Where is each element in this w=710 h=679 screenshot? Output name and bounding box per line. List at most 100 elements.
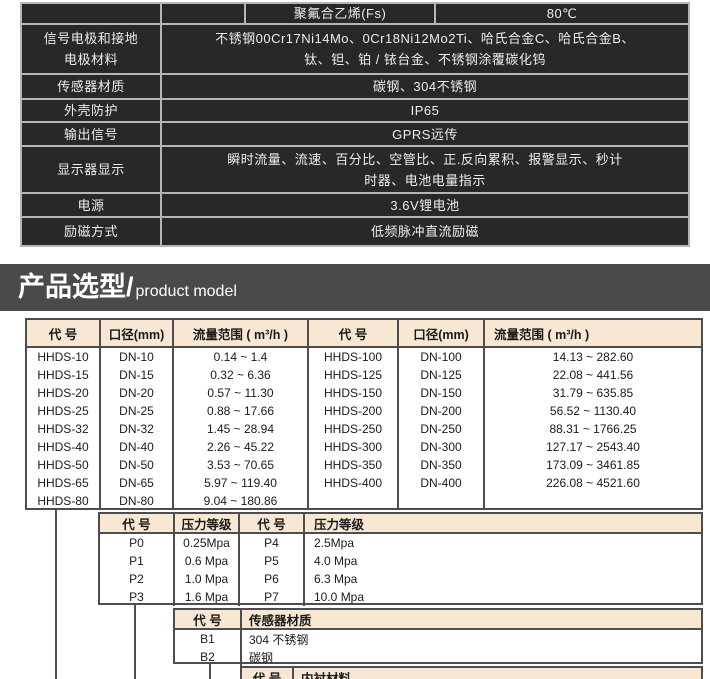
table-cell: P1 xyxy=(100,552,175,570)
spec-row-excitation: 励磁方式 低频脉冲直流励磁 xyxy=(22,218,688,245)
spec-lining-temp: 80℃ xyxy=(436,4,688,23)
spec-electrode-value-line2: 钛、钽、铂 / 铱台金、不锈钢涂覆碳化钨 xyxy=(304,52,546,67)
spec-electrode-label-line2: 电极材料 xyxy=(63,52,118,67)
banner-title-zh: 产品选型/ xyxy=(18,272,134,302)
table-cell: P3 xyxy=(100,588,175,606)
table-cell: 2.26 ~ 45.22 xyxy=(174,438,309,456)
table-cell: 0.32 ~ 6.36 xyxy=(174,366,309,384)
table-cell: DN-20 xyxy=(101,384,174,402)
spec-table: 聚氟合乙烯(Fs) 80℃ 信号电极和接地 电极材料 不锈钢00Cr17Ni14… xyxy=(20,2,690,247)
table-cell: P7 xyxy=(240,588,305,606)
table-cell: DN-80 xyxy=(101,492,174,510)
table-cell: HHDS-50 xyxy=(27,456,101,474)
spec-row-electrode: 信号电极和接地 电极材料 不锈钢00Cr17Ni14Mo、0Cr18Ni12Mo… xyxy=(22,25,688,73)
table-cell: 226.08 ~ 4521.60 xyxy=(546,476,640,490)
table-cell: HHDS-400 xyxy=(309,474,399,492)
table-cell: HHDS-65 xyxy=(27,474,101,492)
table-cell: DN-150 xyxy=(399,384,485,402)
table-cell: DN-400 xyxy=(399,474,485,492)
pressure-table: 代 号压力等级代 号压力等级 P0 0.25Mpa P4 2.5Mpa P1 0.6 Mpa… xyxy=(98,512,703,606)
column-header: 流量范围 ( m³/h ) xyxy=(174,320,309,346)
spec-excitation-label: 励磁方式 xyxy=(22,218,160,245)
table-cell: HHDS-15 xyxy=(27,366,101,384)
table-cell: DN-250 xyxy=(399,420,485,438)
spec-electrode-label-line1: 信号电极和接地 xyxy=(43,31,139,46)
spec-power-value: 3.6V锂电池 xyxy=(162,194,688,216)
column-header: 代 号 xyxy=(242,668,294,679)
table-cell: 1.6 Mpa xyxy=(175,588,240,606)
table-cell: P0 xyxy=(100,534,175,552)
table-cell: P4 xyxy=(240,534,305,552)
spec-sensor-label: 传感器材质 xyxy=(22,75,160,98)
spec-output-label: 输出信号 xyxy=(22,123,160,145)
spec-lining-material: 聚氟合乙烯(Fs) xyxy=(246,4,434,23)
column-header: 口径(mm) xyxy=(399,320,485,346)
spec-row-output: 输出信号 GPRS远传 xyxy=(22,123,688,145)
spec-housing-label: 外壳防护 xyxy=(22,100,160,121)
spec-lining-empty xyxy=(162,4,244,23)
table-cell: P5 xyxy=(240,552,305,570)
table-cell: 4.0 Mpa xyxy=(314,554,358,568)
column-header: 流量范围 ( m³/h ) xyxy=(494,327,590,342)
spec-lining-label xyxy=(22,4,160,23)
table-cell: HHDS-150 xyxy=(309,384,399,402)
column-header: 压力等级 xyxy=(175,514,240,532)
spec-row-power: 电源 3.6V锂电池 xyxy=(22,194,688,216)
table-cell: DN-350 xyxy=(399,456,485,474)
spec-row-display: 显示器显示 瞬时流量、流速、百分比、空管比、正.反向累积、报警显示、秒计 时器、… xyxy=(22,147,688,192)
table-cell xyxy=(399,492,485,510)
table-cell: DN-200 xyxy=(399,402,485,420)
column-header: 代 号 xyxy=(27,320,101,346)
table-cell: 5.97 ~ 119.40 xyxy=(174,474,309,492)
spec-electrode-value-line1: 不锈钢00Cr17Ni14Mo、0Cr18Ni12Mo2Ti、哈氏合金C、哈氏合… xyxy=(215,31,635,46)
table-cell: HHDS-25 xyxy=(27,402,101,420)
table-cell: B2 xyxy=(175,648,242,666)
table-cell: 14.13 ~ 282.60 xyxy=(552,350,634,364)
table-cell: 0.57 ~ 11.30 xyxy=(174,384,309,402)
column-header: 口径(mm) xyxy=(101,320,174,346)
model-table: 代 号口径(mm) 流量范围 ( m³/h ) 代 号口径(mm) 流量范围 ( m³… xyxy=(25,318,703,510)
column-header: 代 号 xyxy=(100,514,175,532)
table-cell: B1 xyxy=(175,630,242,648)
table-cell: HHDS-250 xyxy=(309,420,399,438)
table-cell: 22.08 ~ 441.56 xyxy=(552,368,634,382)
table-cell: HHDS-20 xyxy=(27,384,101,402)
table-cell: DN-32 xyxy=(101,420,174,438)
spec-housing-value: IP65 xyxy=(162,100,688,121)
table-cell: 0.25Mpa xyxy=(175,534,240,552)
table-cell: 碳钢 xyxy=(249,650,274,665)
spec-row-lining: 聚氟合乙烯(Fs) 80℃ xyxy=(22,4,688,23)
table-cell: HHDS-125 xyxy=(309,366,399,384)
section-banner: 产品选型/ product model xyxy=(0,264,710,311)
table-cell: 0.6 Mpa xyxy=(175,552,240,570)
dropline-pressure-code xyxy=(134,603,136,679)
table-cell: 304 不锈钢 xyxy=(249,632,309,647)
table-cell: P6 xyxy=(240,570,305,588)
table-cell: P2 xyxy=(100,570,175,588)
spec-power-label: 电源 xyxy=(22,194,160,216)
table-cell: HHDS-300 xyxy=(309,438,399,456)
table-cell: 173.09 ~ 3461.85 xyxy=(546,458,640,472)
table-cell: HHDS-32 xyxy=(27,420,101,438)
table-cell: HHDS-350 xyxy=(309,456,399,474)
spec-row-housing: 外壳防护 IP65 xyxy=(22,100,688,121)
table-cell: 56.52 ~ 1130.40 xyxy=(549,404,637,418)
table-cell: DN-100 xyxy=(399,348,485,366)
column-header: 传感器材质 xyxy=(249,613,312,628)
table-cell: 2.5Mpa xyxy=(314,536,355,550)
column-header: 代 号 xyxy=(309,320,399,346)
spec-display-value: 瞬时流量、流速、百分比、空管比、正.反向累积、报警显示、秒计 时器、电池电量指示 xyxy=(162,147,688,192)
banner-title-en: product model xyxy=(135,283,237,300)
spec-row-sensor-material: 传感器材质 碳钢、304不锈钢 xyxy=(22,75,688,98)
table-cell: 3.53 ~ 70.65 xyxy=(174,456,309,474)
spec-electrode-value: 不锈钢00Cr17Ni14Mo、0Cr18Ni12Mo2Ti、哈氏合金C、哈氏合… xyxy=(162,25,688,73)
spec-sensor-value: 碳钢、304不锈钢 xyxy=(162,75,688,98)
spec-display-value-line1: 瞬时流量、流速、百分比、空管比、正.反向累积、报警显示、秒计 xyxy=(227,151,623,167)
spec-output-value: GPRS远传 xyxy=(162,123,688,145)
sensor-material-table: 代 号传感器材质 B1 304 不锈钢 B2 碳钢 xyxy=(173,608,703,666)
spec-display-label: 显示器显示 xyxy=(22,147,160,192)
table-cell: 88.31 ~ 1766.25 xyxy=(549,422,637,436)
liner-material-table: 代 号内衬材料 xyxy=(240,666,703,679)
table-cell: 6.3 Mpa xyxy=(314,572,358,586)
column-header: 压力等级 xyxy=(314,517,365,532)
